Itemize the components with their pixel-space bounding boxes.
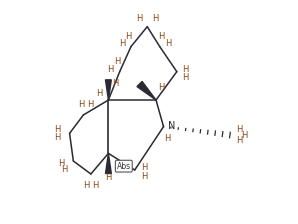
- Polygon shape: [137, 81, 156, 100]
- Text: H: H: [142, 163, 148, 172]
- Text: H: H: [158, 32, 164, 41]
- Text: H: H: [164, 134, 170, 144]
- Text: H: H: [58, 159, 64, 168]
- Text: N: N: [168, 121, 176, 131]
- Text: H: H: [159, 83, 165, 92]
- Polygon shape: [105, 153, 111, 174]
- Text: H: H: [236, 136, 242, 145]
- Text: H: H: [241, 131, 248, 140]
- Text: Abs: Abs: [117, 162, 131, 171]
- Text: H: H: [92, 181, 99, 190]
- Text: H: H: [183, 65, 189, 74]
- Text: H: H: [61, 166, 68, 174]
- Text: H: H: [108, 65, 114, 74]
- Polygon shape: [105, 80, 111, 100]
- Text: H: H: [114, 57, 121, 66]
- Text: H: H: [54, 125, 60, 134]
- Text: H: H: [119, 39, 125, 48]
- Text: H: H: [152, 14, 158, 23]
- Text: H: H: [125, 32, 132, 41]
- Text: H: H: [183, 73, 189, 82]
- Text: H: H: [236, 125, 242, 134]
- Text: H: H: [112, 79, 118, 88]
- Text: H: H: [96, 89, 103, 98]
- Text: H: H: [78, 100, 84, 109]
- Text: H: H: [54, 133, 60, 142]
- Text: H: H: [87, 100, 93, 109]
- Text: H: H: [136, 14, 143, 23]
- Text: H: H: [83, 181, 90, 190]
- Text: H: H: [166, 39, 172, 48]
- Text: H: H: [142, 172, 148, 181]
- Text: H: H: [105, 173, 111, 183]
